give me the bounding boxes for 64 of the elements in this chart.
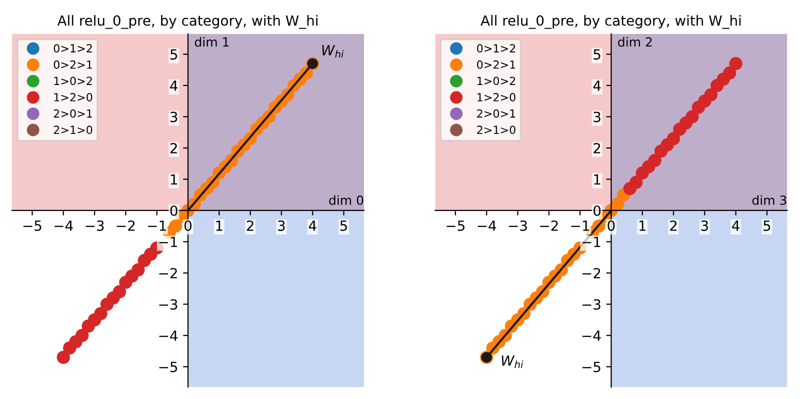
- y-tick-label: −5: [159, 362, 178, 372]
- annotation: W$_{hi}$: [502, 356, 524, 368]
- y-tick-label: 1: [170, 174, 177, 184]
- y-tick-label: 0: [170, 205, 178, 216]
- legend-label: 2>1>0: [477, 126, 516, 134]
- annotation: W$_{hi}$: [322, 45, 344, 58]
- y-tick-label: −4: [582, 330, 601, 341]
- y-tick-label: −3: [159, 299, 178, 310]
- legend-label: 2>0>1: [54, 109, 92, 118]
- y-tick-label: 2: [170, 142, 177, 154]
- x-tick-label: 4: [732, 220, 740, 231]
- x-tick-label: 0: [184, 220, 192, 231]
- y-tick-label: −5: [582, 362, 600, 372]
- legend-label: 1>2>0: [478, 93, 516, 102]
- legend-label: 0>2>1: [54, 60, 92, 69]
- x-axis-title: dim 3: [752, 195, 786, 205]
- y-tick-label: −1: [582, 236, 600, 247]
- y-tick-label: −2: [582, 268, 600, 278]
- y-tick-label: −1: [159, 236, 177, 247]
- x-tick-label: 2: [670, 220, 677, 231]
- legend-label: 0>1>2: [54, 44, 92, 53]
- y-tick-label: 3: [170, 112, 178, 122]
- x-tick-label: 3: [701, 220, 708, 231]
- legend-label: 0>2>1: [477, 60, 516, 69]
- y-tick-label: 3: [594, 112, 600, 122]
- legend-label: 1>0>2: [478, 76, 516, 86]
- x-tick-label: 5: [764, 220, 770, 231]
- x-tick-label: −4: [54, 220, 73, 231]
- y-tick-label: 5: [170, 49, 178, 60]
- x-tick-label: −2: [116, 220, 135, 231]
- y-tick-label: 0: [594, 205, 601, 216]
- legend-label: 1>2>0: [54, 93, 92, 102]
- y-tick-label: 4: [593, 80, 601, 91]
- y-tick-label: 1: [594, 174, 600, 184]
- x-tick-label: 2: [246, 220, 254, 231]
- y-tick-label: −3: [582, 299, 600, 310]
- x-tick-label: −1: [148, 220, 166, 231]
- x-tick-label: 4: [308, 220, 316, 231]
- y-tick-label: −4: [159, 330, 178, 341]
- x-tick-label: −5: [446, 220, 464, 231]
- x-tick-label: 1: [216, 220, 222, 231]
- y-tick-label: 4: [170, 80, 178, 91]
- y-tick-label: 5: [594, 49, 600, 60]
- x-tick-label: 0: [608, 220, 615, 231]
- legend-label: 2>1>0: [54, 126, 92, 134]
- x-tick-label: 1: [639, 220, 646, 231]
- chart-title: All relu_0_pre, by category, with W_hi: [57, 15, 318, 29]
- x-tick-label: −1: [571, 220, 590, 231]
- x-tick-label: −3: [508, 220, 527, 231]
- legend-label: 2>0>1: [477, 109, 516, 118]
- x-tick-label: −2: [540, 220, 558, 231]
- legend-label: 1>0>2: [54, 76, 92, 86]
- x-tick-label: −5: [23, 220, 42, 231]
- chart-title: All relu_0_pre, by category, with W_hi: [480, 15, 741, 29]
- x-tick-label: 3: [278, 220, 285, 231]
- y-tick-label: 2: [594, 142, 600, 154]
- x-tick-label: 5: [340, 220, 347, 231]
- y-axis-title: dim 2: [618, 37, 652, 47]
- y-tick-label: −2: [159, 268, 177, 278]
- x-tick-label: −4: [478, 220, 496, 231]
- x-tick-label: −3: [86, 220, 104, 231]
- x-axis-title: dim 0: [329, 195, 364, 205]
- y-axis-title: dim 1: [194, 37, 229, 47]
- legend-label: 0>1>2: [477, 44, 516, 53]
